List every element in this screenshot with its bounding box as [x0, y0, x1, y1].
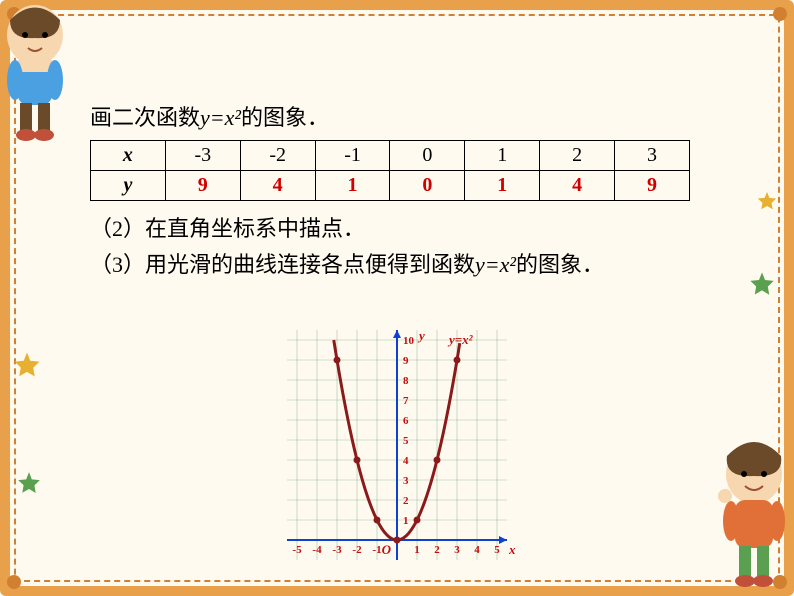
xy-table: x -3 -2 -1 0 1 2 3 y 9 4 1 0 1 4 9 — [90, 140, 690, 201]
step3-prefix: （3）用光滑的曲线连接各点便得到函数 — [90, 252, 475, 277]
svg-text:1: 1 — [403, 515, 409, 527]
y-cell: 1 — [315, 171, 390, 201]
svg-text:1: 1 — [414, 544, 420, 556]
table-row-x: x -3 -2 -1 0 1 2 3 — [91, 141, 690, 171]
svg-text:4: 4 — [403, 455, 409, 467]
y-cell: 9 — [165, 171, 240, 201]
svg-text:9: 9 — [403, 355, 409, 367]
svg-text:8: 8 — [403, 375, 409, 387]
title-prefix: 画二次函数 — [90, 105, 200, 130]
table-row-y: y 9 4 1 0 1 4 9 — [91, 171, 690, 201]
y-cell: 9 — [615, 171, 690, 201]
x-cell: -1 — [315, 141, 390, 171]
y-cell: 4 — [540, 171, 615, 201]
x-cell: 3 — [615, 141, 690, 171]
svg-text:y: y — [417, 328, 425, 343]
svg-text:7: 7 — [403, 395, 409, 407]
step3-equation: y=x² — [475, 252, 516, 277]
y-cell: 4 — [240, 171, 315, 201]
x-cell: -2 — [240, 141, 315, 171]
title-equation: y=x² — [200, 105, 241, 130]
svg-text:6: 6 — [403, 415, 409, 427]
star-icon — [12, 350, 42, 380]
cartoon-kid-left — [0, 0, 80, 150]
content-area: 画二次函数y=x²的图象． x -3 -2 -1 0 1 2 3 y 9 4 1… — [90, 100, 704, 283]
chart-container: -5 -4 -3 -2 -1 1 2 3 4 5 1 2 3 4 5 6 7 8 9 10 Ox y y=x² — [267, 310, 527, 570]
cartoon-kid-right — [709, 436, 794, 596]
x-cell: 0 — [390, 141, 465, 171]
svg-text:3: 3 — [403, 475, 409, 487]
corner-dot-tr — [773, 7, 787, 21]
svg-text:y=x²: y=x² — [447, 332, 474, 347]
x-header: x — [91, 141, 166, 171]
y-cell: 1 — [465, 171, 540, 201]
svg-text:4: 4 — [474, 544, 480, 556]
svg-text:-4: -4 — [312, 544, 322, 556]
parabola-chart: -5 -4 -3 -2 -1 1 2 3 4 5 1 2 3 4 5 6 7 8 9 10 Ox y y=x² — [267, 310, 527, 570]
svg-text:5: 5 — [403, 435, 409, 447]
title-suffix: 的图象． — [241, 105, 329, 130]
svg-text:-3: -3 — [332, 544, 342, 556]
corner-dot-bl — [7, 575, 21, 589]
star-icon — [756, 190, 778, 212]
x-cell: -3 — [165, 141, 240, 171]
svg-text:5: 5 — [494, 544, 500, 556]
step-2: （2）在直角坐标系中描点． — [90, 211, 704, 243]
svg-text:x: x — [508, 542, 516, 557]
svg-text:O: O — [382, 542, 392, 557]
svg-text:2: 2 — [403, 495, 409, 507]
x-cell: 1 — [465, 141, 540, 171]
svg-text:-2: -2 — [352, 544, 362, 556]
star-icon — [16, 470, 42, 496]
x-cell: 2 — [540, 141, 615, 171]
y-cell: 0 — [390, 171, 465, 201]
step-3: （3）用光滑的曲线连接各点便得到函数y=x²的图象． — [90, 247, 704, 279]
svg-text:2: 2 — [434, 544, 440, 556]
step3-suffix: 的图象． — [516, 252, 604, 277]
svg-text:-5: -5 — [292, 544, 302, 556]
slide-frame: 画二次函数y=x²的图象． x -3 -2 -1 0 1 2 3 y 9 4 1… — [0, 0, 794, 596]
svg-text:10: 10 — [403, 335, 415, 347]
svg-text:-1: -1 — [372, 544, 381, 556]
star-icon — [748, 270, 776, 298]
svg-text:3: 3 — [454, 544, 460, 556]
y-header: y — [91, 171, 166, 201]
page-title: 画二次函数y=x²的图象． — [90, 100, 704, 132]
